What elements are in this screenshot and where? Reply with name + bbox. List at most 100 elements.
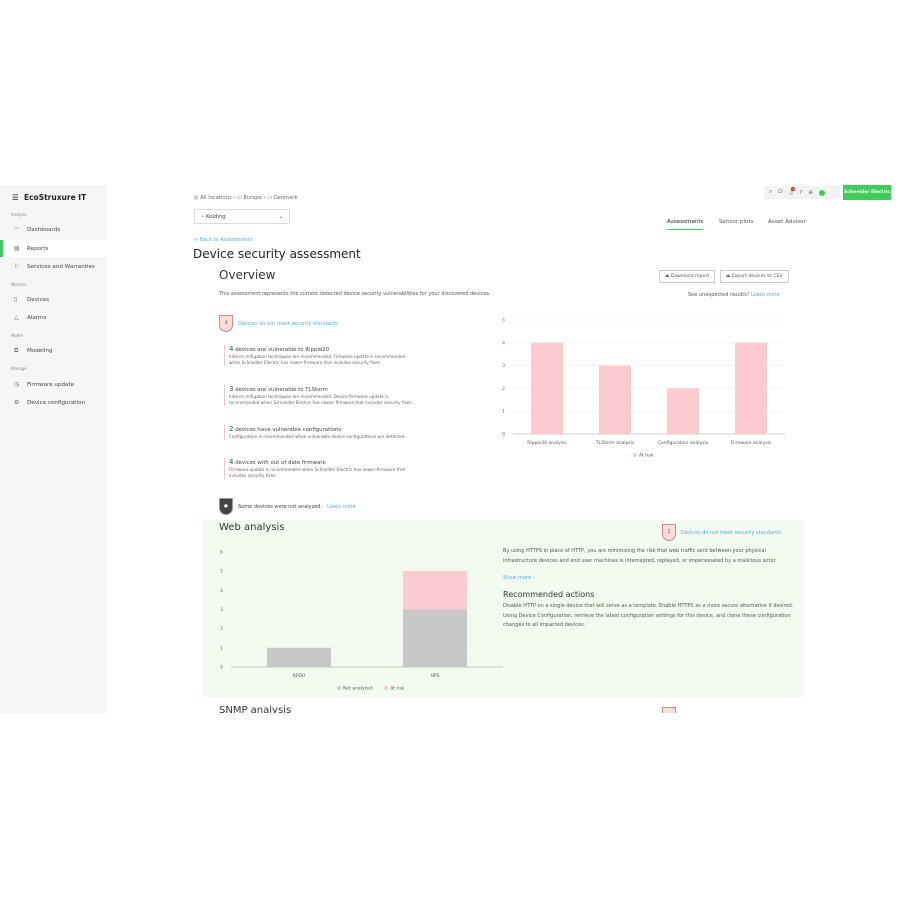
report-icon: ▤ — [14, 245, 20, 252]
breadcrumb-all[interactable]: All locations — [200, 195, 232, 201]
x-tick-label: TLStorm analysis — [595, 440, 635, 446]
services-icon: ⚐ — [14, 263, 20, 270]
overview-badge[interactable]: 4 Devices do not meet security standards — [219, 315, 338, 332]
modeling-icon: ⧉ — [14, 346, 19, 354]
snmp-analysis-title: SNMP analysis — [219, 705, 292, 713]
y-tick-label: 3 — [220, 607, 223, 613]
vulnerability-item: 2 devices have vulnerable configurations… — [224, 425, 414, 441]
sidebar-item-devices[interactable]: ▯ Devices — [14, 296, 50, 303]
device-icon: ▯ — [14, 296, 18, 303]
legend-swatch — [337, 686, 341, 690]
help-icon[interactable]: ? — [799, 189, 803, 196]
back-link[interactable]: < Back to Assessments — [194, 237, 253, 243]
app-logo[interactable]: ☰ EcoStruxure IT — [12, 193, 87, 202]
section-label: Monitor — [11, 282, 27, 287]
sidebar: ☰ EcoStruxure IT Analyze ◠ Dashboards ▤ Re… — [0, 185, 107, 713]
menu-icon[interactable]: ☰ — [12, 193, 19, 202]
pin-icon: • — [201, 213, 205, 220]
alarm-icon: △ — [14, 314, 19, 321]
section-label: Manage — [11, 366, 27, 371]
breadcrumb-europe[interactable]: Europe — [243, 195, 262, 201]
bar-not-analyzed — [267, 647, 331, 667]
download-icon: ⏏ — [665, 274, 670, 279]
x-tick-label: Ripple20 analysis — [527, 440, 567, 446]
x-tick-label: Configuration analysis — [658, 440, 709, 446]
section-label: Analyze — [11, 212, 27, 217]
y-tick-label: 6 — [220, 550, 223, 556]
vulnerability-item: 4 devices are vulnerable to Ripple20 Inte… — [224, 345, 414, 367]
bar-at-risk — [599, 365, 631, 434]
bar-at-risk — [667, 388, 699, 434]
y-tick-label: 4 — [220, 588, 223, 594]
status-dot-icon — [818, 189, 825, 196]
y-tick-label: 1 — [220, 645, 223, 651]
not-analyzed-notice: ● Some devices were not analyzed. Learn mo… — [219, 498, 356, 515]
notification-badge: 9 — [791, 186, 796, 191]
chevron-down-icon: ⌄ — [278, 213, 283, 220]
sidebar-item-modeling[interactable]: ⧉ Modeling — [14, 346, 53, 354]
unexpected-results: See unexpected results? Learn more — [688, 292, 780, 298]
y-tick-label: 2 — [502, 386, 505, 392]
shield-info-icon: ● — [219, 498, 233, 515]
x-tick-label: RPDU — [293, 673, 306, 679]
export-csv-button[interactable]: ⏏ Export devices to CSV — [720, 270, 789, 283]
sidebar-item-dashboards[interactable]: ◠ Dashboards — [14, 226, 61, 233]
shield-icon — [662, 707, 676, 713]
sidebar-item-firmware[interactable]: ◷ Firmware update — [14, 381, 75, 388]
toolbar: ⌕ ⏻ ♫ 9? ⊕ — [764, 186, 840, 199]
sidebar-item-device-config[interactable]: ⚙ Device configuration — [14, 399, 86, 406]
shield-icon: 4 — [219, 315, 233, 332]
tab-sensor-plots[interactable]: Sensor plots — [719, 219, 754, 225]
folder-icon: ▭ — [267, 195, 273, 201]
download-icon: ⏏ — [726, 274, 731, 279]
shield-icon: 2 — [662, 524, 676, 541]
show-more-link[interactable]: Show more › — [503, 575, 535, 581]
y-tick-label: 1 — [502, 409, 505, 415]
bar-at-risk — [735, 342, 767, 434]
y-tick-label: 2 — [220, 626, 223, 632]
bell-icon[interactable]: ♫ 9 — [788, 186, 796, 196]
y-tick-label: 3 — [502, 363, 505, 369]
sidebar-item-alarms[interactable]: △ Alarms — [14, 314, 47, 321]
download-report-button[interactable]: ⏏ Download report — [659, 270, 716, 283]
y-tick-label: 5 — [220, 569, 223, 575]
globe-icon[interactable]: ⊕ — [808, 189, 813, 196]
legend-label: At risk — [390, 686, 405, 692]
section-label: Model — [11, 333, 24, 338]
recommended-actions-text: Disable HTTP on a single device that wil… — [503, 603, 794, 628]
power-icon[interactable]: ⏻ — [778, 189, 783, 195]
y-tick-label: 0 — [220, 665, 223, 671]
page-title: Device security assessment — [193, 247, 361, 261]
sidebar-item-reports[interactable]: ▤ Reports — [0, 240, 107, 257]
overview-chart: 0 1 2 3 4 5 Ripple20 analysis TLStorm analysis C… — [502, 318, 785, 459]
sidebar-item-services[interactable]: ⚐ Services and Warranties — [14, 263, 95, 270]
bar-not-analyzed — [403, 609, 467, 667]
brand-logo: Schneider Electric — [843, 185, 891, 200]
location-icon: ◎ — [194, 195, 199, 201]
web-badge[interactable]: 2 Devices do not meet security standards — [662, 524, 781, 541]
learn-more-link[interactable]: Learn more — [327, 503, 356, 510]
breadcrumb-denmark[interactable]: Denmark — [273, 195, 298, 201]
breadcrumb: ◎ All locations › ▭ Europe › ▭ Denmark — [194, 195, 298, 201]
web-analysis-panel — [203, 520, 803, 697]
learn-more-link[interactable]: Learn more — [751, 292, 780, 298]
web-analysis-title: Web analysis — [219, 522, 285, 533]
recommended-actions-title: Recommended actions — [503, 590, 595, 599]
web-analysis-chart: 0 1 2 3 4 5 6 RPDU UPS Not analyzed At risk — [220, 550, 503, 692]
web-description: By using HTTPS in place of HTTP, you are… — [503, 548, 777, 564]
vulnerability-item: 3 devices are vulnerable to TLStorm Inter… — [224, 385, 414, 407]
legend-swatch — [384, 686, 389, 690]
dashboard-icon: ◠ — [14, 226, 20, 233]
config-icon: ⚙ — [14, 399, 20, 406]
tab-asset-advisor[interactable]: Asset Advisor — [768, 219, 806, 225]
x-tick-label: Firmware analysis — [731, 440, 772, 446]
legend-swatch — [633, 453, 637, 457]
overview-title: Overview — [219, 268, 276, 282]
firmware-icon: ◷ — [14, 381, 20, 388]
search-icon[interactable]: ⌕ — [769, 189, 773, 195]
y-tick-label: 5 — [502, 318, 505, 324]
tab-assessments[interactable]: Assessments — [667, 219, 704, 230]
legend-label: At risk — [639, 453, 654, 459]
location-select[interactable]: • Kolding ⌄ — [194, 209, 290, 224]
bar-at-risk — [531, 342, 563, 434]
